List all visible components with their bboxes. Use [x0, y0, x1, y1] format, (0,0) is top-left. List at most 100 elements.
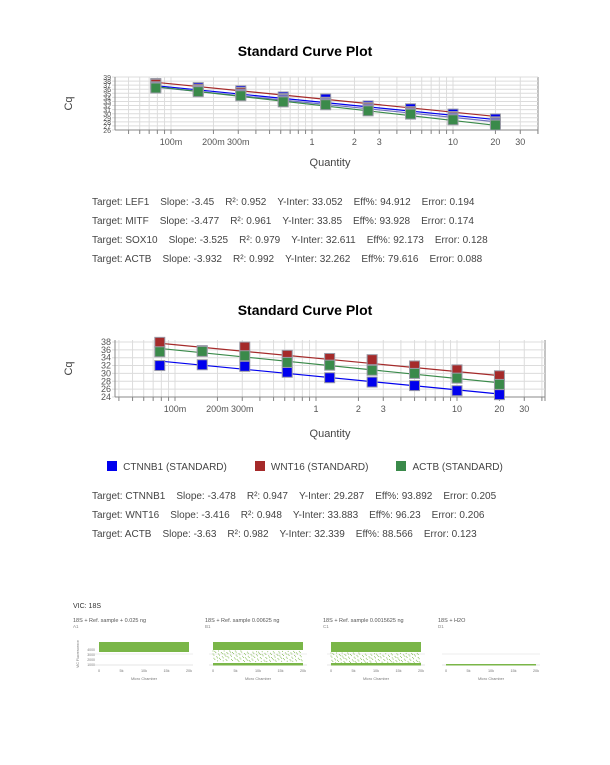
stat-r2: R²: 0.982 — [227, 529, 269, 540]
data-point[interactable] — [196, 345, 208, 357]
stat-slope: Slope: -3.478 — [176, 491, 236, 502]
y-tick-label: 38 — [101, 337, 111, 347]
well-panel[interactable]: 18S + Ref. sample + 0.025 ng A1 4000 3000 20… — [73, 618, 201, 688]
svg-text:3000: 3000 — [87, 653, 95, 657]
stat-yinter: Y-Inter: 32.339 — [279, 529, 345, 540]
data-point[interactable] — [493, 378, 505, 390]
data-point[interactable] — [451, 372, 463, 384]
well-title: 18S + H2O — [438, 618, 466, 624]
svg-text:5k: 5k — [233, 669, 237, 673]
data-point[interactable] — [154, 336, 166, 348]
data-point[interactable] — [366, 364, 378, 376]
plot2-title: Standard Curve Plot — [237, 302, 373, 318]
y-axis-title: Cq — [63, 361, 75, 375]
legend-swatch — [396, 461, 407, 471]
stat-yinter: Y-Inter: 33.883 — [292, 510, 359, 521]
fluorescence-scatter: 0 5k 10k 15k 20k Micro Chamber — [209, 642, 307, 681]
data-point[interactable] — [366, 376, 378, 388]
data-point[interactable] — [405, 108, 417, 120]
stat-target: Target: ACTB — [92, 254, 152, 265]
data-point[interactable] — [489, 119, 501, 131]
legend-label: WNT16 (STANDARD) — [270, 462, 369, 473]
data-point[interactable] — [281, 366, 293, 378]
stat-r2: R²: 0.947 — [246, 491, 288, 502]
legend-swatch — [107, 461, 118, 471]
stat-target: Target: CTNNB1 — [92, 491, 166, 502]
data-point[interactable] — [196, 359, 208, 371]
data-point[interactable] — [320, 99, 332, 111]
y-axis-title: Cq — [63, 96, 75, 110]
well-panel[interactable]: 18S + Ref. sample 0.0015625 ng C1 0 5k 10k 15… — [323, 618, 451, 688]
y-tick-label: 24 — [101, 392, 111, 402]
data-point[interactable] — [409, 380, 421, 392]
stat-error: Error: 0.088 — [429, 254, 483, 265]
data-point[interactable] — [447, 114, 459, 126]
data-point[interactable] — [324, 359, 336, 371]
data-point[interactable] — [366, 354, 378, 366]
stat-yinter: Y-Inter: 33.052 — [277, 197, 343, 208]
data-point[interactable] — [281, 356, 293, 368]
well-panel[interactable]: 18S + H2O D1 0 5k 10k 15k 20k Micro Chamber — [438, 618, 566, 688]
well-panel[interactable]: 18S + Ref. sample 0.00625 ng B1 0 5k 10k 15k 2… — [205, 618, 333, 688]
data-point[interactable] — [409, 367, 421, 379]
well-id: B1 — [205, 624, 211, 629]
well-title: 18S + Ref. sample 0.00625 ng — [205, 618, 280, 624]
stat-target: Target: WNT16 — [92, 510, 160, 521]
data-point[interactable] — [493, 389, 505, 401]
legend-item[interactable]: CTNNB1 (STANDARD) — [107, 461, 227, 473]
stat-eff: Eff%: 88.566 — [355, 529, 413, 540]
stat-yinter: Y-Inter: 33.85 — [282, 216, 343, 227]
stat-eff: Eff%: 93.928 — [353, 216, 411, 227]
svg-text:10k: 10k — [373, 669, 379, 673]
stats-row: Target: WNT16 Slope: -3.416 R²: 0.948 Y-Int… — [92, 506, 507, 525]
svg-text:VIC Fluorescence: VIC Fluorescence — [76, 640, 80, 668]
plot1-stats: Target: LEF1 Slope: -3.45 R²: 0.952 Y-Inter… — [92, 193, 499, 269]
stat-eff: Eff%: 94.912 — [353, 197, 411, 208]
svg-text:Micro Chamber: Micro Chamber — [478, 677, 505, 681]
legend-swatch — [254, 461, 265, 471]
svg-text:15k: 15k — [395, 669, 401, 673]
y-tick-label: 28 — [101, 376, 111, 386]
x-tick-label: 100m — [160, 137, 183, 147]
data-point[interactable] — [451, 385, 463, 397]
svg-text:Micro Chamber: Micro Chamber — [131, 677, 158, 681]
stat-yinter: Y-Inter: 29.287 — [299, 491, 365, 502]
data-point[interactable] — [150, 82, 162, 94]
legend-item[interactable]: ACTB (STANDARD) — [396, 461, 503, 473]
data-point[interactable] — [362, 105, 374, 117]
svg-text:5k: 5k — [466, 669, 470, 673]
data-point[interactable] — [192, 86, 204, 98]
x-tick-label: 3 — [381, 404, 386, 414]
svg-text:Micro Chamber: Micro Chamber — [245, 677, 272, 681]
well-id: A1 — [73, 624, 79, 629]
svg-text:20k: 20k — [186, 669, 192, 673]
stat-slope: Slope: -3.45 — [160, 197, 215, 208]
stat-target: Target: ACTB — [92, 529, 152, 540]
y-tick-label: 33 — [103, 99, 111, 106]
y-tick-label: 34 — [101, 353, 111, 363]
y-tick-label: 36 — [103, 87, 111, 94]
data-point[interactable] — [154, 360, 166, 372]
x-tick-label: 200m — [206, 404, 229, 414]
svg-text:0: 0 — [445, 669, 447, 673]
stats-row: Target: CTNNB1 Slope: -3.478 R²: 0.947 Y-In… — [92, 487, 507, 506]
y-tick-label: 31 — [103, 108, 111, 115]
stat-r2: R²: 0.979 — [239, 235, 281, 246]
y-tick-label: 35 — [103, 91, 111, 98]
stat-eff: Eff%: 92.173 — [366, 235, 424, 246]
data-point[interactable] — [239, 350, 251, 362]
data-point[interactable] — [324, 372, 336, 384]
stats-row: Target: ACTB Slope: -3.63 R²: 0.982 Y-Inter… — [92, 525, 507, 544]
legend-item[interactable]: WNT16 (STANDARD) — [254, 461, 369, 473]
data-point[interactable] — [235, 90, 247, 102]
stat-target: Target: MITF — [92, 216, 149, 227]
stats-row: Target: MITF Slope: -3.477 R²: 0.961 Y-Inte… — [92, 212, 499, 231]
well-id: C1 — [323, 624, 329, 629]
data-point[interactable] — [239, 360, 251, 372]
data-point[interactable] — [277, 96, 289, 108]
y-tick-label: 28 — [103, 120, 111, 127]
stat-error: Error: 0.205 — [443, 491, 497, 502]
stat-r2: R²: 0.952 — [225, 197, 267, 208]
data-point[interactable] — [154, 346, 166, 358]
svg-text:5k: 5k — [119, 669, 123, 673]
